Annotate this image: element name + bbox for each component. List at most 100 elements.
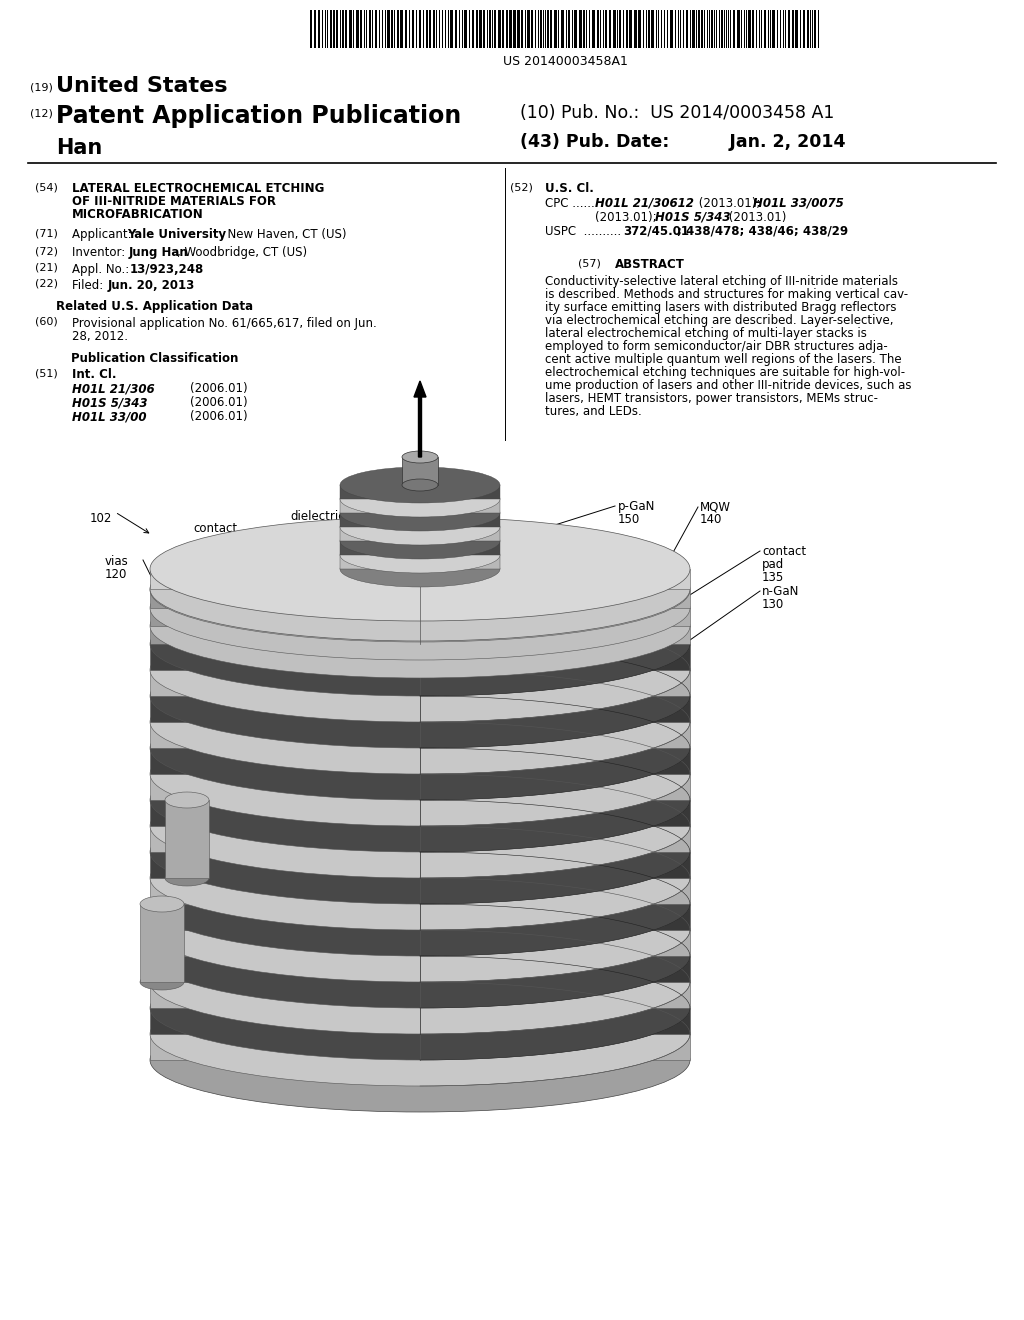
Bar — [420, 748, 690, 774]
Bar — [150, 826, 420, 851]
Bar — [795, 11, 798, 48]
Bar — [752, 11, 754, 48]
Bar — [429, 11, 431, 48]
Text: lasers, HEMT transistors, power transistors, MEMs struc-: lasers, HEMT transistors, power transist… — [545, 392, 878, 405]
Ellipse shape — [340, 550, 500, 587]
Text: 13/923,248: 13/923,248 — [130, 263, 204, 276]
Text: Patent Application Publication: Patent Application Publication — [56, 104, 461, 128]
Bar — [420, 1034, 690, 1060]
Bar — [737, 11, 740, 48]
Bar — [772, 11, 775, 48]
Bar — [605, 11, 607, 48]
Text: cent active multiple quantum well regions of the lasers. The: cent active multiple quantum well region… — [545, 352, 901, 366]
Text: (2013.01): (2013.01) — [725, 211, 786, 224]
Bar — [433, 11, 435, 48]
Text: CPC ......: CPC ...... — [545, 197, 598, 210]
Text: (2006.01): (2006.01) — [190, 396, 248, 409]
Ellipse shape — [340, 467, 500, 503]
Bar — [420, 851, 690, 878]
Bar — [369, 11, 371, 48]
Text: (2006.01): (2006.01) — [190, 411, 248, 422]
Bar — [420, 554, 500, 569]
Text: Publication Classification: Publication Classification — [72, 352, 239, 366]
Bar — [721, 11, 723, 48]
Ellipse shape — [340, 537, 500, 573]
Bar — [150, 1034, 420, 1060]
Ellipse shape — [150, 517, 690, 620]
Bar — [140, 904, 184, 982]
Text: 114: 114 — [544, 1031, 566, 1044]
Text: axis: axis — [432, 490, 456, 503]
Text: Conductivity-selective lateral etching of III-nitride materials: Conductivity-selective lateral etching o… — [545, 275, 898, 288]
Bar — [420, 671, 690, 696]
Bar — [550, 11, 552, 48]
Text: (72): (72) — [35, 246, 58, 256]
Bar — [455, 11, 457, 48]
Bar — [561, 11, 564, 48]
Bar — [397, 11, 399, 48]
Bar — [748, 11, 751, 48]
Bar — [638, 11, 641, 48]
Bar — [420, 609, 690, 626]
Bar — [420, 956, 690, 982]
Bar — [814, 11, 816, 48]
Bar — [764, 11, 766, 48]
Bar — [360, 11, 362, 48]
Text: lateral electrochemical etching of multi-layer stacks is: lateral electrochemical etching of multi… — [545, 327, 867, 341]
Text: 28, 2012.: 28, 2012. — [72, 330, 128, 343]
Text: U.S. Cl.: U.S. Cl. — [545, 182, 594, 195]
Text: employed to form semiconductor/air DBR structures adja-: employed to form semiconductor/air DBR s… — [545, 341, 888, 352]
Text: ume production of lasers and other III-nitride devices, such as: ume production of lasers and other III-n… — [545, 379, 911, 392]
Bar — [150, 671, 420, 696]
Text: 130: 130 — [762, 598, 784, 611]
Ellipse shape — [165, 870, 209, 886]
Ellipse shape — [150, 696, 690, 800]
Bar — [618, 11, 621, 48]
Ellipse shape — [150, 800, 690, 904]
Bar — [419, 11, 421, 48]
Text: ity surface emitting lasers with distributed Bragg reflectors: ity surface emitting lasers with distrib… — [545, 301, 896, 314]
Text: contact: contact — [193, 521, 238, 535]
Ellipse shape — [150, 1008, 690, 1111]
Bar — [788, 11, 790, 48]
Text: DBR: DBR — [453, 1061, 477, 1074]
Text: H01S 5/343: H01S 5/343 — [72, 396, 147, 409]
Bar — [420, 878, 690, 904]
Text: MICROFABRICATION: MICROFABRICATION — [72, 209, 204, 220]
Bar — [517, 11, 520, 48]
Ellipse shape — [150, 722, 690, 826]
Bar — [340, 541, 420, 554]
Text: 372/45.01: 372/45.01 — [623, 224, 689, 238]
Bar — [547, 11, 549, 48]
Bar — [420, 826, 690, 851]
Bar — [150, 774, 420, 800]
Text: MQW: MQW — [700, 500, 731, 513]
Bar — [150, 1008, 420, 1034]
Bar — [698, 11, 700, 48]
Bar — [318, 11, 319, 48]
Text: (54): (54) — [35, 182, 58, 191]
Bar — [314, 11, 316, 48]
Bar — [150, 982, 420, 1008]
Text: H01L 33/00: H01L 33/00 — [72, 411, 146, 422]
Bar — [150, 956, 420, 982]
Ellipse shape — [150, 982, 690, 1086]
Bar — [375, 11, 377, 48]
Bar — [513, 11, 516, 48]
Bar — [330, 11, 332, 48]
Text: H01S 5/343: H01S 5/343 — [655, 211, 730, 224]
Bar — [420, 626, 690, 644]
Bar — [420, 1008, 690, 1034]
Bar — [651, 11, 654, 48]
Text: 170: 170 — [432, 503, 455, 516]
Text: OF III-NITRIDE MATERIALS FOR: OF III-NITRIDE MATERIALS FOR — [72, 195, 276, 209]
Bar — [574, 11, 577, 48]
Text: Yale University: Yale University — [127, 228, 226, 242]
Text: ABSTRACT: ABSTRACT — [615, 257, 685, 271]
Ellipse shape — [150, 774, 690, 878]
Bar — [711, 11, 713, 48]
Bar — [349, 11, 352, 48]
Bar — [686, 11, 688, 48]
Text: H01L 33/0075: H01L 33/0075 — [753, 197, 844, 210]
Bar — [420, 590, 690, 609]
